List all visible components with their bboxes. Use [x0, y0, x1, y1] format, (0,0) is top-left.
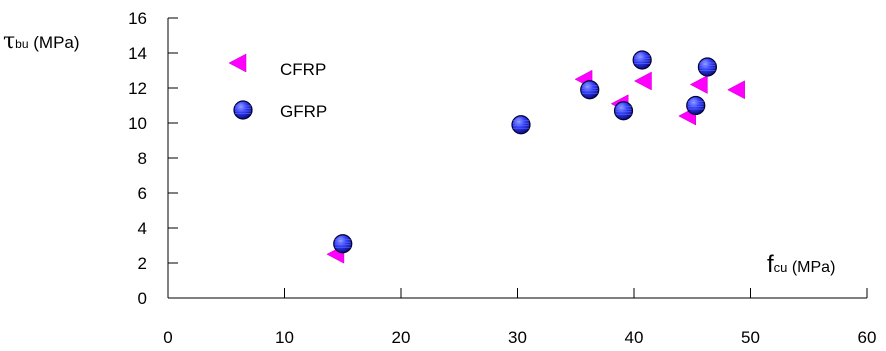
gfrp-point	[686, 95, 706, 116]
gfrp-point	[511, 115, 531, 135]
legend-marker-gfrp	[233, 100, 253, 120]
x-tick-label: 60	[858, 328, 877, 347]
marker-ball	[697, 57, 717, 77]
gfrp-point	[632, 50, 652, 70]
y-axis-title-sub: bu	[15, 37, 28, 51]
legend-label-cfrp: CFRP	[280, 60, 326, 79]
x-axis-title-sub: cu	[774, 260, 788, 275]
legend-marker-triangle	[228, 53, 247, 73]
marker-ball	[511, 115, 531, 135]
data-points	[326, 50, 745, 264]
y-axis-title-unit: (MPa)	[29, 33, 80, 52]
x-tick-label: 20	[392, 328, 411, 347]
gfrp-point	[580, 80, 600, 100]
x-axis-title: fcu (MPa)	[767, 251, 835, 278]
marker-ball	[686, 95, 706, 116]
x-tick-label: 40	[625, 328, 644, 347]
marker-ball	[580, 80, 600, 100]
marker-ball	[613, 101, 634, 121]
y-tick-label: 6	[138, 184, 147, 203]
marker-ball	[233, 100, 253, 120]
y-tick-label: 10	[128, 114, 147, 133]
x-tick-label: 50	[741, 328, 760, 347]
x-tick-label: 10	[275, 328, 294, 347]
legend-label-gfrp: GFRP	[280, 102, 327, 121]
y-tick-label: 16	[128, 9, 147, 28]
y-tick-label: 14	[128, 44, 147, 63]
y-axis-title: τbu (MPa)	[3, 29, 80, 54]
legend-marker-cfrp	[228, 53, 247, 73]
axes	[167, 18, 867, 299]
legend: CFRP GFRP	[228, 53, 327, 121]
x-ticks: 0 10 20 30 40 50 60	[163, 288, 876, 347]
gfrp-point	[697, 57, 717, 77]
y-tick-label: 4	[138, 219, 147, 238]
x-tick-label: 0	[163, 328, 172, 347]
y-tick-label: 0	[138, 289, 147, 308]
cfrp-point	[633, 71, 652, 91]
legend-marker-circle	[233, 100, 253, 120]
y-tick-label: 12	[128, 79, 147, 98]
y-ticks: 0 2 4 6 8 10 12 14 16	[128, 9, 178, 308]
y-axis-title-main: τ	[3, 29, 15, 54]
gfrp-point	[613, 101, 634, 121]
y-tick-label: 8	[138, 149, 147, 168]
cfrp-point	[727, 80, 745, 100]
x-axis-title-main: f	[767, 251, 774, 278]
gfrp-point	[333, 234, 353, 254]
y-tick-label: 2	[138, 254, 147, 273]
x-axis-title-unit: (MPa)	[787, 259, 835, 276]
marker-ball	[333, 234, 353, 254]
cfrp-point	[689, 75, 708, 94]
marker-ball	[632, 50, 652, 70]
x-tick-label: 30	[508, 328, 527, 347]
